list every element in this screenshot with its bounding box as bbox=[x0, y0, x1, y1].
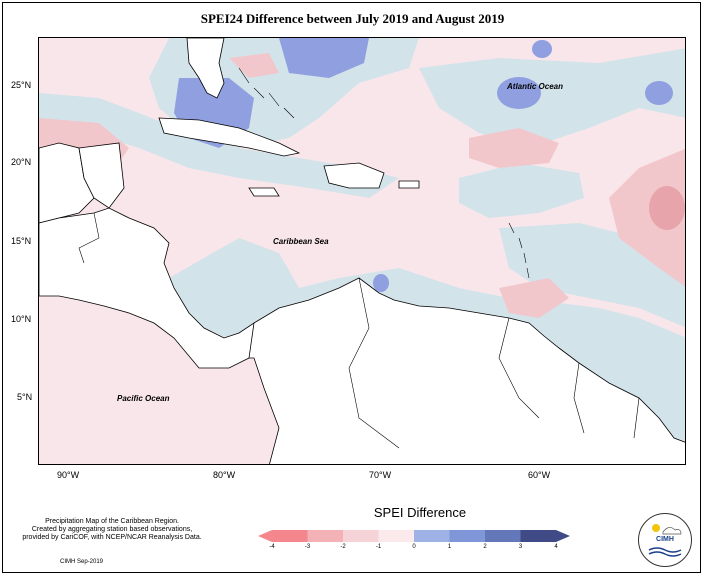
label-pacific-ocean: Pacific Ocean bbox=[117, 394, 170, 403]
border-guyana-suriname bbox=[573, 362, 585, 434]
cimh-logo-icon bbox=[648, 524, 682, 557]
negative-region-mid-atlantic bbox=[469, 128, 559, 168]
strong-positive-atlantic bbox=[497, 77, 541, 109]
lon-label-80w: 80°W bbox=[213, 470, 236, 480]
legend-tick-label: -4 bbox=[269, 544, 275, 550]
land-cuba bbox=[158, 117, 301, 157]
credits-line-3: provided by CariCOF, with NCEP/NCAR Rean… bbox=[22, 534, 202, 541]
land-florida bbox=[186, 38, 225, 99]
map-area: Atlantic Ocean Caribbean Sea Pacific Oce… bbox=[38, 37, 686, 465]
map-svg bbox=[39, 38, 685, 464]
strong-negative-east bbox=[649, 186, 685, 230]
lon-label-70w: 70°W bbox=[369, 470, 392, 480]
legend-cell bbox=[272, 530, 308, 542]
border-mexico-guatemala bbox=[78, 212, 100, 264]
lesser-antilles-islands bbox=[508, 222, 530, 279]
negative-region-lesser-antilles bbox=[499, 278, 569, 318]
strong-positive-aruba bbox=[373, 274, 389, 292]
border-venezuela-guyana bbox=[498, 317, 540, 419]
land-jamaica bbox=[248, 187, 280, 197]
cimh-logo-text: CIMH bbox=[656, 536, 674, 543]
land-south-america bbox=[248, 277, 685, 464]
strong-positive-spot bbox=[532, 40, 552, 58]
bahamas-islands bbox=[238, 67, 295, 119]
legend-title: SPEI Difference bbox=[373, 505, 467, 520]
lat-label-15n: 15°N bbox=[11, 236, 32, 246]
legend-tick-label: 0 bbox=[412, 544, 416, 550]
legend-cell bbox=[307, 530, 343, 542]
land-central-america bbox=[39, 207, 270, 369]
credits-line-2: Created by aggregating station based obs… bbox=[31, 526, 193, 533]
legend-arrow-left bbox=[258, 530, 272, 542]
legend-tick-label: -2 bbox=[340, 544, 346, 550]
legend-arrow-right bbox=[556, 530, 570, 542]
credits-block: Precipitation Map of the Caribbean Regio… bbox=[12, 518, 212, 542]
strong-positive-north bbox=[279, 38, 369, 78]
credits-line-1: Precipitation Map of the Caribbean Regio… bbox=[45, 518, 179, 525]
cimh-logo: CIMH bbox=[638, 513, 692, 567]
legend-cell bbox=[414, 530, 450, 542]
lat-label-25n: 25°N bbox=[11, 80, 32, 90]
lon-label-60w: 60°W bbox=[528, 470, 551, 480]
lat-label-10n: 10°N bbox=[11, 314, 32, 324]
legend-tick-label: 1 bbox=[447, 544, 452, 550]
strong-positive-ne bbox=[645, 81, 673, 105]
border-suriname-guiana bbox=[633, 397, 640, 439]
lon-label-90w: 90°W bbox=[57, 470, 80, 480]
legend-tick-label: -1 bbox=[375, 544, 382, 550]
label-caribbean-sea: Caribbean Sea bbox=[273, 237, 329, 246]
land-hispaniola bbox=[323, 162, 385, 189]
positive-region-central-america bbox=[169, 238, 299, 338]
legend-cell bbox=[485, 530, 521, 542]
map-title: SPEI24 Difference between July 2019 and … bbox=[200, 11, 505, 26]
legend-tick-label: 4 bbox=[554, 544, 558, 550]
negative-region-north bbox=[229, 53, 279, 78]
legend-cell bbox=[343, 530, 379, 542]
legend-tick-label: 3 bbox=[518, 544, 523, 550]
label-atlantic-ocean: Atlantic Ocean bbox=[507, 82, 564, 91]
legend-cell bbox=[378, 530, 414, 542]
positive-region-atlantic bbox=[419, 48, 685, 148]
land-puerto-rico bbox=[398, 180, 420, 189]
legend-tick-label: 2 bbox=[483, 544, 487, 550]
legend-tick-label: -3 bbox=[304, 544, 311, 550]
legend-colorbar bbox=[258, 530, 570, 542]
negative-region-east bbox=[609, 148, 685, 287]
positive-region-east bbox=[459, 163, 584, 218]
lat-label-5n: 5°N bbox=[17, 392, 33, 402]
legend-cell bbox=[449, 530, 485, 542]
lat-label-20n: 20°N bbox=[11, 157, 32, 167]
border-venezuela-colombia bbox=[348, 277, 400, 449]
credits-date: CIMH Sep-2019 bbox=[60, 559, 104, 565]
legend-cell bbox=[520, 530, 556, 542]
